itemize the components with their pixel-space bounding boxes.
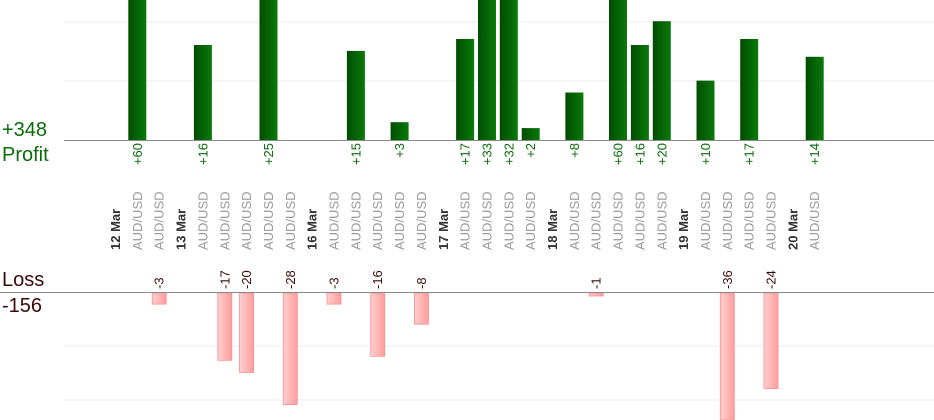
- symbol-label: AUD/USD: [261, 191, 276, 250]
- loss-value-label: -3: [152, 277, 167, 289]
- profit-bar: [499, 0, 518, 140]
- date-label: 13 Mar: [174, 209, 189, 250]
- profit-bars: [128, 0, 824, 141]
- symbol-label: AUD/USD: [654, 191, 669, 250]
- profit-value-label: +32: [501, 143, 516, 165]
- profit-bar: [259, 0, 278, 140]
- profit-value-label: +60: [611, 143, 626, 165]
- symbol-label: AUD/USD: [742, 191, 757, 250]
- profit-bar: [805, 56, 824, 140]
- profit-bar: [740, 39, 759, 140]
- symbol-label: AUD/USD: [392, 191, 407, 250]
- profit-bar: [193, 45, 212, 140]
- profit-value-label: +16: [632, 143, 647, 165]
- loss-bar: [370, 292, 386, 357]
- loss-value-labels: -3 -17 -20 -28 -3 -16 -8 -1 -36 -24: [152, 270, 779, 289]
- date-label: 18 Mar: [545, 209, 560, 250]
- symbol-label: AUD/USD: [632, 191, 647, 250]
- profit-bar: [565, 92, 584, 140]
- baselines: [0, 140, 934, 293]
- loss-bar: [239, 292, 255, 373]
- loss-bars: [151, 292, 779, 420]
- profit-value-label: +10: [698, 143, 713, 165]
- profit-bar: [609, 0, 627, 140]
- symbol-label: AUD/USD: [217, 191, 232, 250]
- profit-bar: [390, 122, 409, 140]
- profit-value-label: +17: [742, 143, 757, 165]
- symbol-label: AUD/USD: [195, 191, 210, 250]
- loss-bar: [588, 292, 604, 297]
- loss-bar: [763, 292, 779, 389]
- profit-bar: [521, 128, 540, 140]
- symbol-label: AUD/USD: [589, 191, 604, 250]
- profit-total: +348: [2, 119, 48, 141]
- loss-total: -156: [2, 295, 43, 317]
- profit-value-label: +2: [523, 143, 538, 158]
- symbol-label: AUD/USD: [348, 191, 363, 250]
- profit-value-labels: +60 +16 +25 +15 +3 +17 +33 +32 +2 +8 +60 +16 +20 +10 +…: [130, 143, 822, 165]
- symbol-label: AUD/USD: [327, 191, 342, 250]
- loss-bar: [719, 292, 735, 420]
- loss-value-label: -36: [720, 270, 735, 289]
- profit-label: Profit: [2, 144, 49, 166]
- loss-value-label: -20: [239, 270, 254, 289]
- loss-value-label: -24: [764, 270, 779, 289]
- date-label: 16 Mar: [305, 209, 320, 250]
- date-label: 20 Mar: [785, 209, 800, 250]
- loss-value-label: -17: [217, 270, 232, 289]
- loss-value-label: -8: [414, 277, 429, 289]
- loss-bar: [217, 292, 233, 361]
- symbol-label: AUD/USD: [698, 191, 713, 250]
- loss-bar: [282, 292, 298, 405]
- profit-value-label: +8: [567, 143, 582, 158]
- date-label: 12 Mar: [108, 209, 123, 250]
- symbol-label: AUD/USD: [458, 191, 473, 250]
- profit-value-label: +25: [261, 143, 276, 165]
- date-label: 19 Mar: [676, 209, 691, 250]
- profit-value-label: +3: [392, 143, 407, 158]
- profit-value-label: +20: [654, 143, 669, 165]
- profit-value-label: +16: [195, 143, 210, 165]
- symbol-label: AUD/USD: [239, 191, 254, 250]
- profit-value-label: +14: [807, 143, 822, 165]
- profit-bar: [346, 50, 365, 140]
- profit-bar: [696, 80, 715, 140]
- symbol-label: AUD/USD: [567, 191, 582, 250]
- profit-bar: [128, 0, 147, 140]
- symbol-label: AUD/USD: [414, 191, 429, 250]
- date-label: 17 Mar: [436, 209, 451, 250]
- symbol-label: AUD/USD: [152, 191, 167, 250]
- symbol-label: AUD/USD: [501, 191, 516, 250]
- loss-bar: [151, 292, 167, 305]
- profit-bar: [652, 21, 671, 141]
- symbol-label: AUD/USD: [764, 191, 779, 250]
- loss-value-label: -3: [327, 277, 342, 289]
- profit-bar: [630, 45, 649, 140]
- profit-value-label: +15: [348, 143, 363, 165]
- profit-bar: [456, 39, 475, 140]
- profit-value-label: +60: [130, 143, 145, 165]
- profit-value-label: +17: [458, 143, 473, 165]
- loss-bar: [413, 292, 429, 325]
- symbol-label: AUD/USD: [283, 191, 298, 250]
- symbol-label: AUD/USD: [370, 191, 385, 250]
- symbol-label: AUD/USD: [807, 191, 822, 250]
- loss-value-label: -1: [589, 277, 604, 289]
- loss-value-label: -16: [370, 270, 385, 289]
- symbol-label: AUD/USD: [130, 191, 145, 250]
- column-labels: 12 Mar AUD/USD AUD/USD 13 Mar AUD/USD AUD/USD…: [108, 191, 822, 250]
- symbol-label: AUD/USD: [480, 191, 495, 250]
- profit-value-label: +33: [480, 143, 495, 165]
- profit-bar: [478, 0, 496, 140]
- loss-bar: [326, 292, 342, 305]
- symbol-label: AUD/USD: [523, 191, 538, 250]
- loss-value-label: -28: [283, 270, 298, 289]
- symbol-label: AUD/USD: [720, 191, 735, 250]
- symbol-label: AUD/USD: [611, 191, 626, 250]
- loss-label: Loss: [2, 269, 45, 291]
